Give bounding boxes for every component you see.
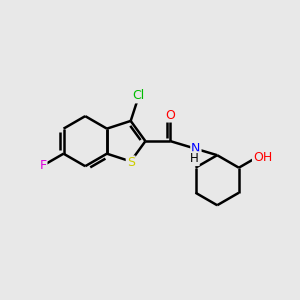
Text: OH: OH [253,151,272,164]
Text: S: S [127,156,135,170]
Text: Cl: Cl [133,89,145,102]
Text: N: N [191,142,201,155]
Text: H: H [190,152,199,165]
Text: F: F [39,159,46,172]
Text: O: O [166,109,176,122]
